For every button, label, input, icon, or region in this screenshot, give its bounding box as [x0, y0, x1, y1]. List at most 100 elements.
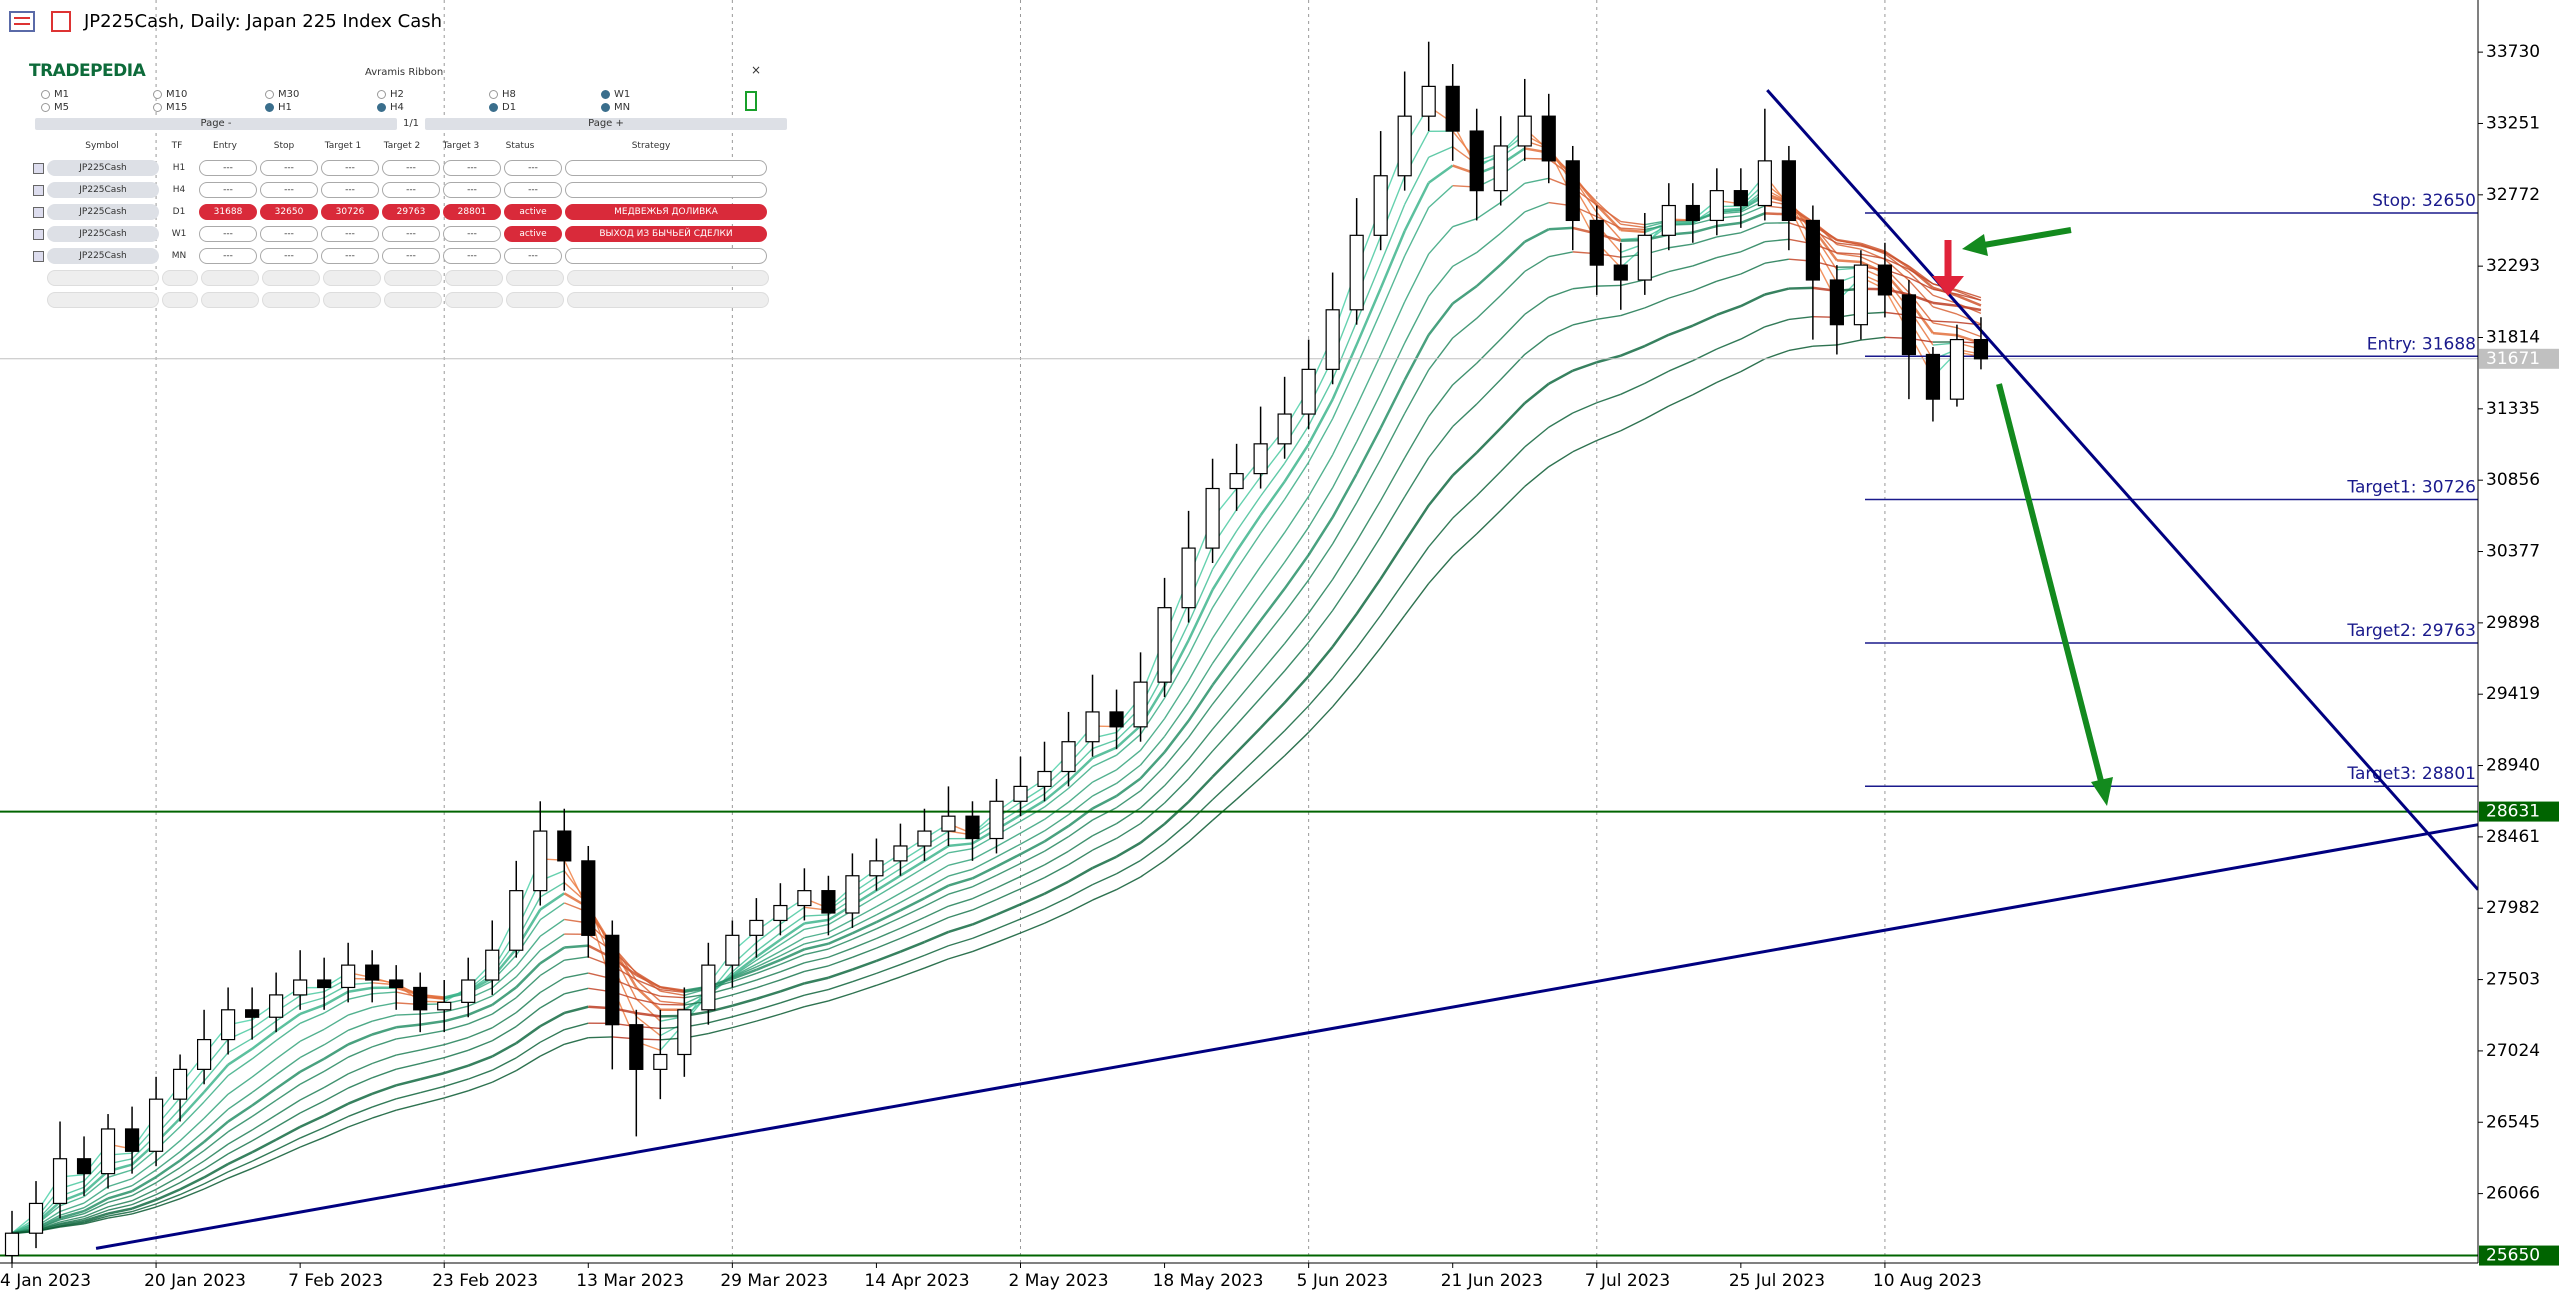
- table-cell: [47, 270, 159, 286]
- candle-body: [148, 1098, 164, 1152]
- ribbon-line: [299, 1100, 325, 1114]
- y-tick-label: 27982: [2486, 898, 2540, 918]
- ribbon-line: [1020, 877, 1045, 890]
- ribbon-line: [347, 1033, 373, 1046]
- candle-body: [221, 1009, 236, 1041]
- ribbon-line: [1740, 205, 1766, 217]
- ribbon-line: [1044, 896, 1069, 910]
- ribbon-line: [1187, 607, 1214, 656]
- ribbon-line: [1644, 405, 1670, 420]
- arrowhead: [2091, 777, 2113, 806]
- ribbon-line: [420, 1085, 445, 1094]
- candle-body: [245, 1009, 260, 1018]
- price-box-label: 31671: [2486, 349, 2540, 369]
- ribbon-line: [1308, 454, 1334, 497]
- ribbon-line: [1260, 670, 1286, 699]
- radio-option[interactable]: M30: [265, 89, 377, 100]
- ribbon-line: [1740, 326, 1766, 340]
- table-row: JP225Cash W1 --- --- --- --- --- active ВЫХОД ИЗ…: [33, 225, 769, 243]
- radio-option[interactable]: M10: [153, 89, 265, 100]
- ribbon-line: [371, 1084, 397, 1095]
- radio[interactable]: [377, 103, 386, 112]
- x-tick-label: 13 Mar 2023: [576, 1271, 684, 1291]
- table-cell: ---: [199, 248, 257, 264]
- ribbon-line: [107, 1169, 133, 1178]
- ribbon-line: [1956, 294, 1982, 307]
- ribbon-line: [515, 974, 541, 999]
- ribbon-line: [731, 950, 757, 973]
- ribbon-line: [1428, 337, 1454, 371]
- ribbon-line: [1428, 384, 1454, 417]
- ribbon-line: [1548, 288, 1573, 298]
- ribbon-line: [563, 1005, 589, 1015]
- ribbon-line: [828, 947, 853, 958]
- candle-body: [1373, 175, 1388, 236]
- row-icon[interactable]: [33, 162, 44, 174]
- ribbon-line: [420, 1057, 445, 1065]
- table-cell: ---: [260, 182, 318, 198]
- ribbon-line: [1620, 418, 1646, 432]
- row-icon[interactable]: [33, 250, 44, 262]
- ribbon-line: [564, 1022, 589, 1031]
- ribbon-line: [203, 1093, 229, 1119]
- radio-option[interactable]: W1: [601, 89, 713, 100]
- ribbon-line: [1956, 289, 1982, 299]
- radio-label: M30: [278, 89, 300, 100]
- ribbon-line: [1164, 736, 1190, 767]
- radio[interactable]: [41, 90, 50, 99]
- ribbon-line: [900, 916, 925, 929]
- ribbon-line: [564, 956, 589, 961]
- ribbon-line: [299, 1070, 325, 1085]
- close-button[interactable]: ×: [750, 63, 761, 77]
- ribbon-line: [396, 1023, 421, 1029]
- ribbon-line: [924, 838, 949, 855]
- ribbon-line: [1284, 705, 1310, 732]
- page-next[interactable]: Page +: [425, 118, 787, 130]
- radio[interactable]: [41, 103, 50, 112]
- radio-option[interactable]: H2: [377, 89, 489, 100]
- ribbon-line: [1740, 262, 1766, 275]
- table-cell: ---: [260, 160, 318, 176]
- radio[interactable]: [601, 90, 610, 99]
- ribbon-line: [1836, 259, 1861, 264]
- ribbon-line: [995, 903, 1021, 916]
- radio-option[interactable]: H1: [265, 102, 377, 113]
- ribbon-line: [1140, 860, 1165, 878]
- ribbon-line: [1212, 798, 1238, 821]
- ribbon-line: [1211, 751, 1238, 778]
- page-prev[interactable]: Page -: [35, 118, 397, 130]
- radio-option[interactable]: MN: [601, 102, 713, 113]
- radio[interactable]: [153, 90, 162, 99]
- ribbon-line: [347, 1117, 373, 1128]
- table-cell: [506, 292, 564, 308]
- radio[interactable]: [153, 103, 162, 112]
- radio-option[interactable]: D1: [489, 102, 601, 113]
- radio-option[interactable]: H8: [489, 89, 601, 100]
- ribbon-line: [1836, 238, 1862, 246]
- ribbon-line: [467, 1027, 493, 1039]
- row-icon[interactable]: [33, 206, 44, 218]
- ribbon-line: [1019, 892, 1046, 906]
- ribbon-line: [1548, 412, 1574, 428]
- radio-option[interactable]: M15: [153, 102, 265, 113]
- radio-option[interactable]: M5: [41, 102, 153, 113]
- ribbon-line: [1043, 779, 1070, 802]
- ribbon-line: [924, 852, 949, 869]
- row-icon[interactable]: [33, 228, 44, 240]
- radio-option[interactable]: H4: [377, 102, 489, 113]
- row-icon[interactable]: [33, 184, 44, 196]
- ribbon-line: [1260, 532, 1286, 567]
- candle-body: [1685, 204, 1700, 222]
- candle-body: [1901, 294, 1917, 356]
- ribbon-line: [83, 1212, 109, 1223]
- radio[interactable]: [377, 90, 386, 99]
- radio[interactable]: [601, 103, 610, 112]
- ribbon-line: [491, 1025, 517, 1042]
- radio-option[interactable]: M1: [41, 89, 153, 100]
- ribbon-line: [1307, 645, 1334, 677]
- radio[interactable]: [265, 103, 274, 112]
- ribbon-line: [107, 1213, 133, 1219]
- radio[interactable]: [489, 103, 498, 112]
- radio[interactable]: [265, 90, 274, 99]
- radio[interactable]: [489, 90, 498, 99]
